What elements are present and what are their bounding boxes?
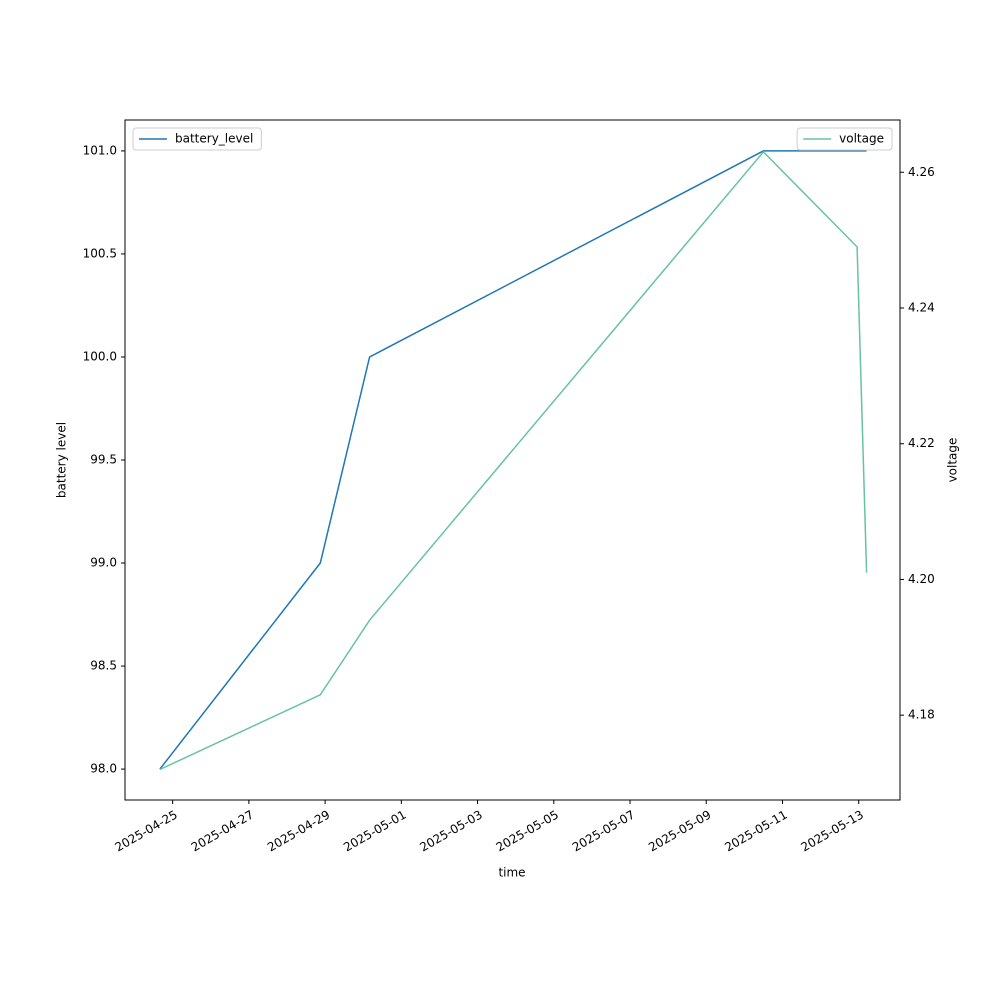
y-tick-label: 101.0 — [83, 143, 117, 157]
y-axis-label: battery level — [55, 422, 69, 498]
legend-box — [132, 127, 262, 151]
series-line — [159, 150, 868, 771]
x-tick-label: 2025-05-01 — [341, 808, 408, 855]
legend: voltage — [796, 127, 893, 151]
legend-box — [796, 127, 893, 151]
y-tick-label: 100.0 — [83, 349, 117, 363]
y2-axis-label: voltage — [946, 438, 960, 483]
y-tick-label: 98.5 — [90, 659, 117, 673]
legend-label: voltage — [839, 132, 884, 146]
x-tick-label: 2025-05-13 — [799, 808, 866, 855]
y-tick-label: 98.0 — [90, 762, 117, 776]
plot-frame — [124, 119, 901, 801]
series-line — [159, 150, 867, 770]
x-tick-label: 2025-05-09 — [646, 808, 713, 855]
y2-tick-label: 4.22 — [908, 436, 935, 450]
y2-tick-label: 4.24 — [908, 300, 935, 314]
legend: battery_level — [132, 127, 262, 151]
y-tick-label: 99.0 — [90, 556, 117, 570]
x-tick-label: 2025-05-11 — [722, 808, 789, 855]
x-tick-label: 2025-05-05 — [494, 808, 561, 855]
x-axis-label: time — [498, 866, 525, 880]
y2-tick-label: 4.20 — [908, 572, 935, 586]
x-tick-label: 2025-04-27 — [189, 808, 256, 855]
y-tick-label: 99.5 — [90, 453, 117, 467]
legend-label: battery_level — [175, 132, 253, 146]
x-tick-label: 2025-05-03 — [417, 808, 484, 855]
y2-tick-label: 4.26 — [908, 165, 935, 179]
x-tick-label: 2025-04-29 — [265, 808, 332, 855]
y2-tick-label: 4.18 — [908, 708, 935, 722]
x-tick-label: 2025-04-25 — [112, 808, 179, 855]
y-tick-label: 100.5 — [83, 246, 117, 260]
x-tick-label: 2025-05-07 — [570, 808, 637, 855]
